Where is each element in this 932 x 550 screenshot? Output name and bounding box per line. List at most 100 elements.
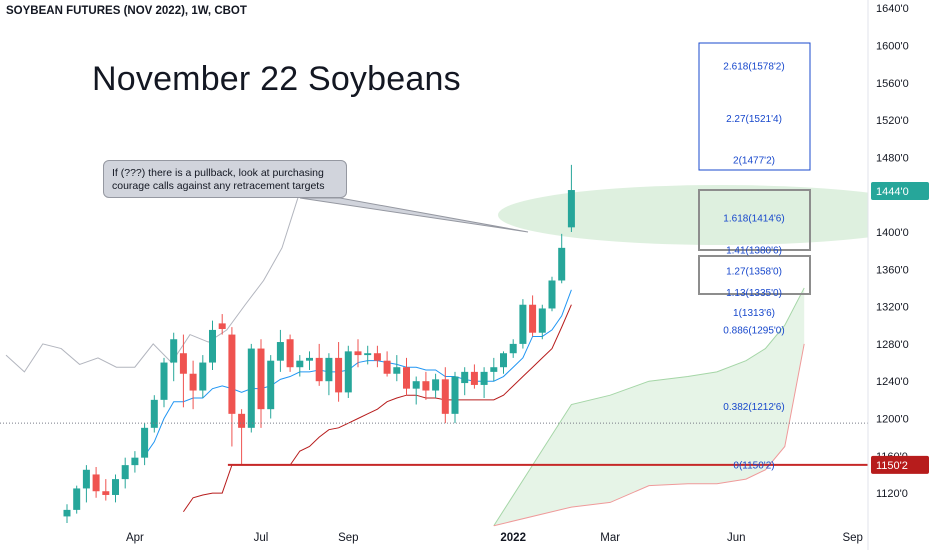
candle — [393, 355, 401, 382]
price-tick-label: 1560'0 — [876, 78, 909, 90]
candle — [354, 339, 362, 368]
candle — [432, 373, 440, 398]
candle-body — [412, 381, 420, 389]
candle — [218, 314, 226, 335]
candle — [82, 465, 90, 503]
candle — [257, 339, 265, 428]
price-tick-label: 1480'0 — [876, 152, 909, 164]
candle — [422, 371, 430, 400]
candle-body — [538, 308, 546, 333]
candle — [344, 345, 352, 398]
time-tick-label: Jul — [254, 532, 269, 544]
price-tick-label: 1320'0 — [876, 302, 909, 314]
candle-body — [344, 351, 352, 393]
current-price-label: 1444'0 — [876, 186, 909, 198]
candle — [209, 320, 216, 371]
price-tick-label: 1240'0 — [876, 376, 909, 388]
candle-body — [335, 357, 343, 393]
conversion-line — [144, 289, 572, 457]
candle — [490, 357, 498, 382]
candle — [141, 423, 149, 466]
candle-body — [238, 413, 246, 428]
fib-target-boxes — [698, 42, 811, 295]
time-tick-label: 2022 — [500, 532, 526, 544]
candle — [412, 376, 420, 405]
candle-body — [131, 457, 139, 466]
candle — [170, 332, 178, 382]
candle — [102, 479, 110, 501]
candle-body — [519, 304, 527, 344]
target-zone-ellipse — [498, 185, 932, 245]
candle-body — [432, 379, 440, 391]
candle — [451, 371, 459, 424]
candle — [276, 329, 284, 372]
candle-body — [315, 357, 323, 382]
candle-body — [567, 190, 575, 228]
candle-body — [82, 469, 90, 489]
candle — [325, 353, 333, 396]
candle — [247, 343, 255, 433]
candle — [189, 360, 197, 410]
fib-level-label: 1.13(1335'0) — [726, 288, 782, 299]
candle-body — [393, 367, 401, 374]
candle-body — [170, 339, 178, 363]
candle — [364, 345, 372, 365]
callout-pointer — [299, 197, 529, 233]
candle-body — [306, 357, 313, 361]
fib-level-label: 2.618(1578'2) — [723, 61, 784, 72]
current-price-badge — [871, 181, 929, 200]
price-tick-label: 1600'0 — [876, 41, 909, 53]
candle — [383, 351, 391, 377]
candle — [373, 345, 381, 368]
candle-body — [548, 280, 556, 309]
price-tick-label: 1120'0 — [876, 488, 908, 500]
candle — [509, 339, 517, 358]
candle — [335, 342, 343, 402]
candle — [121, 457, 129, 489]
fib-level-label: 0.382(1212'6) — [723, 402, 784, 413]
candle-body — [441, 379, 449, 414]
candle-body — [179, 353, 187, 374]
candle-body — [403, 367, 410, 389]
fib-level-label: 0(1150'2) — [733, 460, 774, 471]
candle-body — [451, 376, 459, 414]
candle-body — [364, 353, 372, 356]
candle-body — [189, 373, 197, 391]
fib-labels: 2.618(1578'2) 2.27(1521'4) 2(1477'2) 1.618(… — [723, 61, 784, 471]
candle — [480, 367, 488, 398]
candle — [306, 351, 313, 371]
level-price-badge — [871, 455, 929, 474]
time-axis: Apr Jul Sep 2022 Mar Jun Sep — [126, 532, 863, 544]
candle — [529, 295, 537, 337]
fib-level-label: 0.886(1295'0) — [723, 325, 784, 336]
candle-body — [150, 399, 158, 428]
candle — [267, 355, 275, 419]
candle — [441, 367, 449, 424]
fib-level-label: 1(1313'6) — [733, 308, 775, 319]
candle — [228, 327, 236, 447]
candle-body — [228, 334, 236, 414]
candle-body — [121, 465, 129, 480]
price-tick-label: 1280'0 — [876, 339, 909, 351]
callout-line-2: courage calls against any retracement ta… — [112, 180, 325, 192]
cloud-lower-edge — [493, 343, 805, 527]
candle-body — [461, 371, 469, 384]
candle — [112, 474, 119, 503]
candle-body — [92, 474, 100, 492]
symbol-header: SOYBEAN FUTURES (NOV 2022), 1W, CBOT — [6, 5, 247, 17]
candle — [461, 367, 469, 396]
candle — [238, 409, 246, 466]
candle-body — [558, 247, 566, 281]
candle-body — [73, 488, 81, 510]
candle-body — [509, 343, 517, 354]
fib-level-label: 2(1477'2) — [733, 155, 775, 166]
level-price-label: 1150'2 — [876, 460, 908, 472]
cloud-upper-edge — [493, 287, 805, 527]
candle-body — [209, 329, 216, 363]
candle-body — [480, 371, 488, 385]
candle — [315, 343, 323, 386]
candle — [92, 466, 100, 498]
fib-level-label: 1.41(1380'6) — [726, 245, 782, 256]
horizontal-levels — [0, 422, 868, 466]
